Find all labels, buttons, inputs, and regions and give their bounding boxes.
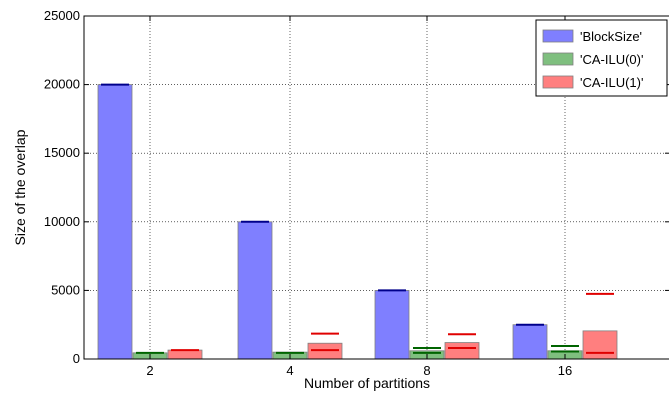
legend-entry-label: 'CA-ILU(0)' <box>580 52 643 67</box>
bar-blocksize-16 <box>512 324 548 360</box>
bar-blocksize-4 <box>237 221 273 360</box>
bar-ca-ilu-1-8 <box>444 342 480 360</box>
x-axis-label: Number of partitions <box>304 375 430 391</box>
x-tick-label: 8 <box>423 363 430 378</box>
y-tick-label: 10000 <box>44 214 80 229</box>
y-tick-label: 5000 <box>51 282 80 297</box>
legend-swatch <box>542 29 574 43</box>
x-tick-label: 4 <box>286 363 293 378</box>
y-tick-label: 20000 <box>44 77 80 92</box>
axis-ticks: 0 5000 10000 15000 20000 25000 2 4 8 16 <box>44 8 669 378</box>
legend-entry-label: 'BlockSize' <box>580 29 642 44</box>
bar-blocksize-2 <box>97 84 133 360</box>
legend-entry-label: 'CA-ILU(1)' <box>580 75 643 90</box>
legend-swatch <box>542 75 574 89</box>
bar-ca-ilu-1-16 <box>582 330 618 360</box>
x-tick-label: 2 <box>146 363 153 378</box>
y-tick-label: 0 <box>73 351 80 366</box>
bar-ca-ilu-1-2 <box>167 349 203 360</box>
y-tick-label: 25000 <box>44 8 80 23</box>
value-markers <box>101 83 614 354</box>
y-axis-label: Size of the overlap <box>12 129 28 245</box>
legend-swatch <box>542 52 574 66</box>
bar-ca-ilu-1-4 <box>307 342 343 360</box>
x-tick-label: 16 <box>558 363 572 378</box>
legend: 'BlockSize' 'CA-ILU(0)' 'CA-ILU(1)' <box>535 19 668 97</box>
plot-frame <box>83 15 669 360</box>
y-tick-label: 15000 <box>44 145 80 160</box>
bar-blocksize-8 <box>374 289 410 360</box>
